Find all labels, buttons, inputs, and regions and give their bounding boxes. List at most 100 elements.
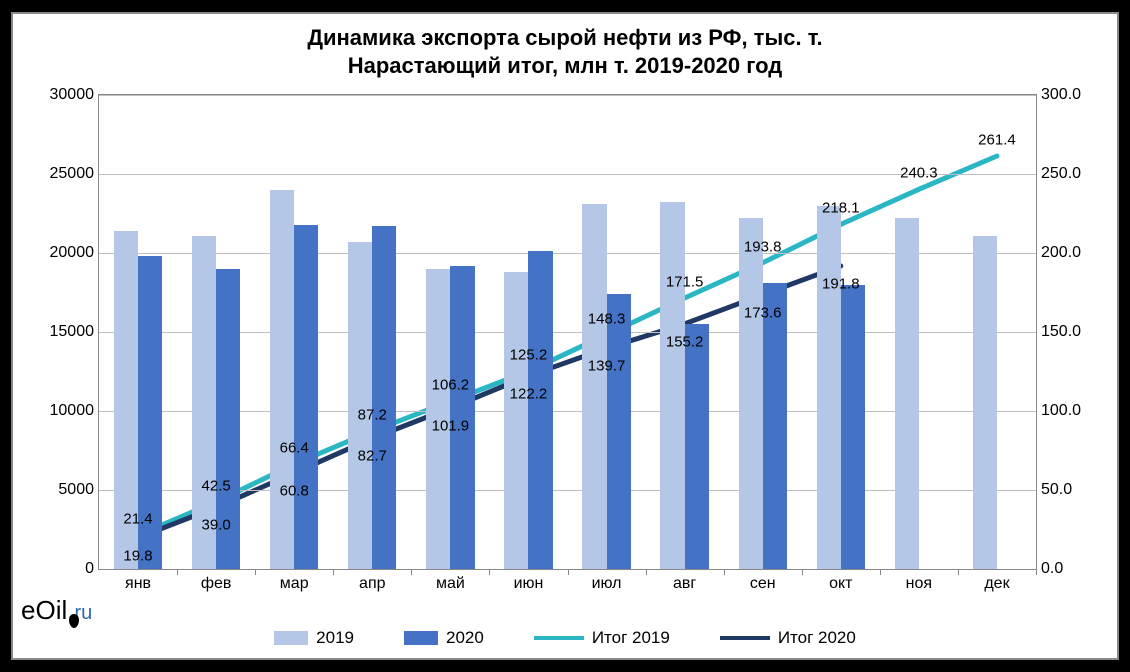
title-line-2: Нарастающий итог, млн т. 2019-2020 год <box>348 53 782 78</box>
x-tick-label: сен <box>750 575 776 593</box>
bar-2019 <box>504 272 528 569</box>
legend-item: 2020 <box>404 628 484 648</box>
logo-eoil: eOil.ru <box>21 595 92 626</box>
x-tick <box>880 569 881 575</box>
x-tick <box>177 569 178 575</box>
bar-2020 <box>528 251 552 569</box>
bar-2020 <box>685 324 709 569</box>
x-tick <box>489 569 490 575</box>
x-tick-label: июн <box>514 575 544 593</box>
x-tick-label: июл <box>592 575 622 593</box>
line-label-2020: 191.8 <box>822 275 860 292</box>
bar-2019 <box>270 190 294 569</box>
bar-2020 <box>607 294 631 569</box>
line-itog-2020 <box>138 266 841 538</box>
bar-2019 <box>739 218 763 569</box>
legend-label: 2019 <box>316 628 354 648</box>
x-tick <box>646 569 647 575</box>
x-tick <box>411 569 412 575</box>
y-right-tick-label: 150.0 <box>1041 323 1096 341</box>
line-itog-2019 <box>138 156 997 535</box>
legend-label: Итог 2020 <box>778 628 856 648</box>
x-tick-label: авг <box>673 575 696 593</box>
grid-line <box>99 174 1036 175</box>
x-tick-label: май <box>436 575 465 593</box>
line-label-2019: 193.8 <box>744 238 782 255</box>
y-right-tick-label: 100.0 <box>1041 402 1096 420</box>
x-tick-label: мар <box>280 575 309 593</box>
title-line-1: Динамика экспорта сырой нефти из РФ, тыс… <box>307 25 822 50</box>
bar-2020 <box>294 225 318 569</box>
bar-2020 <box>372 226 396 569</box>
canvas: Динамика экспорта сырой нефти из РФ, тыс… <box>0 0 1130 672</box>
line-label-2020: 155.2 <box>666 333 704 350</box>
bar-2019 <box>973 236 997 569</box>
line-label-2020: 60.8 <box>280 482 309 499</box>
bar-2020 <box>841 285 865 569</box>
y-right-tick-label: 200.0 <box>1041 244 1096 262</box>
line-label-2019: 218.1 <box>822 200 860 217</box>
chart-frame: Динамика экспорта сырой нефти из РФ, тыс… <box>11 12 1119 660</box>
line-label-2019: 106.2 <box>432 377 470 394</box>
y-left-tick-label: 20000 <box>39 244 94 262</box>
line-label-2019: 87.2 <box>358 407 387 424</box>
line-label-2020: 139.7 <box>588 358 626 375</box>
x-tick <box>568 569 569 575</box>
legend-label: Итог 2019 <box>592 628 670 648</box>
y-right-tick-label: 250.0 <box>1041 165 1096 183</box>
y-right-tick-label: 0.0 <box>1041 560 1096 578</box>
line-label-2019: 125.2 <box>510 347 548 364</box>
x-tick <box>1036 569 1037 575</box>
x-tick-label: дек <box>984 575 1009 593</box>
x-tick-label: фев <box>201 575 232 593</box>
line-label-2020: 82.7 <box>358 448 387 465</box>
line-label-2019: 66.4 <box>280 440 309 457</box>
legend-label: 2020 <box>446 628 484 648</box>
bar-2020 <box>763 283 787 569</box>
legend-swatch <box>274 631 308 645</box>
bar-2019 <box>348 242 372 569</box>
legend-item: Итог 2020 <box>720 628 856 648</box>
y-left-tick-label: 15000 <box>39 323 94 341</box>
logo-e: e <box>21 595 35 626</box>
grid-line <box>99 95 1036 96</box>
x-tick <box>958 569 959 575</box>
x-tick-label: апр <box>359 575 385 593</box>
line-label-2020: 39.0 <box>202 517 231 534</box>
legend-item: 2019 <box>274 628 354 648</box>
line-label-2019: 261.4 <box>978 131 1016 148</box>
x-tick <box>802 569 803 575</box>
y-right-tick-label: 50.0 <box>1041 481 1096 499</box>
line-label-2019: 171.5 <box>666 274 704 291</box>
x-tick-label: ноя <box>906 575 932 593</box>
x-tick <box>255 569 256 575</box>
line-label-2020: 122.2 <box>510 385 548 402</box>
bar-2019 <box>817 206 841 569</box>
y-left-tick-label: 30000 <box>39 86 94 104</box>
y-right-tick-label: 300.0 <box>1041 86 1096 104</box>
line-label-2020: 173.6 <box>744 304 782 321</box>
x-tick <box>724 569 725 575</box>
y-left-tick-label: 10000 <box>39 402 94 420</box>
logo-drop-icon <box>69 614 79 628</box>
line-label-2019: 21.4 <box>123 511 152 528</box>
line-label-2019: 240.3 <box>900 165 938 182</box>
chart-title: Динамика экспорта сырой нефти из РФ, тыс… <box>13 14 1117 83</box>
legend-item: Итог 2019 <box>534 628 670 648</box>
logo-oil: Oil <box>35 595 67 626</box>
bar-2019 <box>582 204 606 569</box>
legend-line-icon <box>534 636 584 640</box>
x-tick-label: янв <box>125 575 151 593</box>
y-left-tick-label: 5000 <box>39 481 94 499</box>
x-tick <box>333 569 334 575</box>
legend: 2019 2020 Итог 2019 Итог 2020 <box>13 628 1117 648</box>
bar-2019 <box>660 202 684 569</box>
x-tick-label: окт <box>829 575 852 593</box>
bar-2019 <box>895 218 919 569</box>
line-label-2019: 42.5 <box>202 477 231 494</box>
line-label-2020: 101.9 <box>432 417 470 434</box>
y-left-tick-label: 25000 <box>39 165 94 183</box>
legend-swatch <box>404 631 438 645</box>
line-label-2019: 148.3 <box>588 310 626 327</box>
y-left-tick-label: 0 <box>39 560 94 578</box>
